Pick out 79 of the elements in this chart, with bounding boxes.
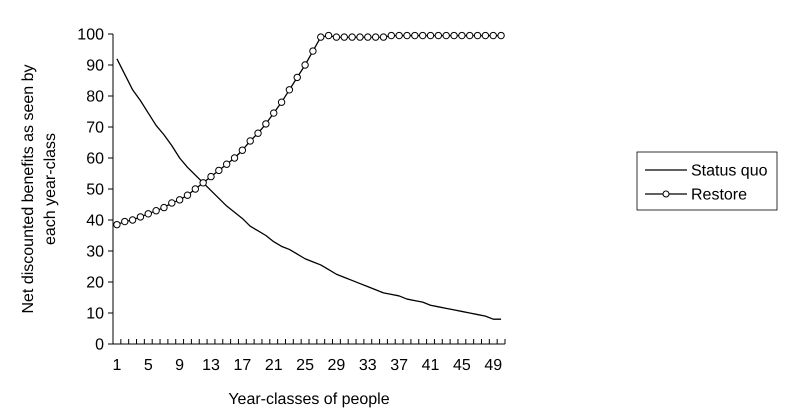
y-tick-label: 20	[86, 274, 104, 292]
x-tick-label: 17	[233, 357, 252, 374]
point	[192, 185, 200, 193]
point	[380, 33, 388, 41]
point	[286, 86, 294, 94]
point	[113, 220, 121, 228]
point	[372, 33, 380, 41]
point	[332, 33, 340, 41]
y-tick-label: 80	[86, 88, 104, 106]
y-tick-label: 10	[86, 306, 104, 323]
point	[418, 32, 426, 40]
x-tick-label: 45	[452, 357, 471, 374]
point	[121, 218, 128, 226]
x-axis-title: Year-classes of people	[228, 391, 390, 408]
point	[136, 213, 144, 221]
point	[411, 32, 419, 40]
y-tick-label: 90	[86, 58, 104, 75]
point	[128, 216, 136, 224]
point	[426, 32, 434, 40]
point	[160, 204, 168, 212]
point	[301, 61, 309, 69]
point	[324, 32, 332, 40]
point	[474, 32, 482, 40]
y-axis-title: Net discounted benefits as seen by each year-class	[20, 64, 59, 314]
y-tick-label: 50	[86, 182, 104, 199]
point	[482, 32, 490, 40]
point	[309, 47, 317, 55]
point	[278, 98, 286, 106]
y-tick-label: 40	[86, 212, 104, 230]
point	[207, 172, 215, 180]
point	[238, 146, 246, 154]
point	[168, 199, 176, 207]
point	[403, 32, 411, 40]
point	[395, 32, 403, 40]
point	[199, 179, 207, 186]
x-tick-label: 49	[484, 357, 502, 374]
point	[184, 192, 192, 199]
x-tick-label: 29	[328, 357, 346, 374]
point	[388, 32, 396, 40]
point	[356, 33, 364, 41]
point	[176, 196, 184, 204]
x-tick-label: 1	[112, 357, 122, 374]
point	[230, 154, 238, 162]
point	[270, 109, 278, 117]
point	[144, 210, 152, 218]
point	[434, 32, 442, 40]
legend-label: Status quo	[691, 162, 768, 180]
point	[466, 32, 474, 40]
point	[490, 32, 497, 40]
point	[294, 74, 301, 82]
point	[450, 32, 458, 40]
point	[497, 32, 505, 40]
point	[348, 33, 356, 41]
y-tick-label: 100	[77, 26, 104, 44]
point	[246, 137, 254, 145]
x-tick-label: 21	[264, 357, 283, 374]
x-tick-label: 37	[390, 357, 408, 374]
x-tick-label: 33	[358, 357, 377, 374]
point	[364, 33, 372, 41]
point	[215, 166, 223, 174]
y-tick-label: 70	[86, 120, 104, 137]
point	[254, 130, 262, 137]
legend-label: Restore	[691, 186, 748, 204]
y-tick-label: 30	[86, 244, 104, 261]
point	[442, 32, 450, 40]
x-tick-label: 25	[296, 357, 314, 374]
point	[340, 33, 348, 41]
y-tick-label: 60	[86, 150, 104, 168]
y-tick-label: 0	[95, 336, 104, 354]
point	[222, 160, 230, 168]
x-tick-label: 13	[202, 357, 220, 374]
x-tick-label: 41	[422, 357, 440, 374]
point	[317, 33, 324, 41]
line-series	[116, 58, 502, 320]
point	[152, 207, 160, 214]
point	[262, 120, 270, 128]
x-tick-label: 5	[144, 357, 153, 374]
point	[458, 32, 466, 40]
x-tick-label: 9	[175, 357, 184, 374]
